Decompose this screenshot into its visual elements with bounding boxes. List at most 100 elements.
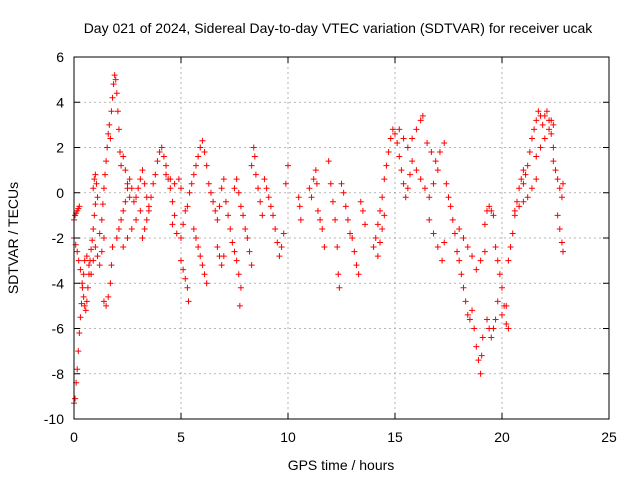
data-point [340, 189, 347, 196]
data-point [82, 307, 89, 314]
data-point [550, 144, 557, 151]
data-point [122, 167, 129, 174]
data-point [135, 185, 142, 192]
data-point [235, 271, 242, 278]
data-point [546, 126, 553, 133]
x-tick-label: 20 [494, 429, 510, 445]
data-point [80, 271, 87, 278]
data-point [503, 320, 510, 327]
data-point [75, 257, 82, 264]
data-point [511, 207, 518, 214]
data-point [184, 203, 191, 210]
data-point [505, 325, 512, 332]
data-point [381, 212, 388, 219]
data-point [108, 108, 115, 115]
data-point [145, 207, 152, 214]
data-point [458, 271, 465, 278]
data-point [192, 235, 199, 241]
data-point [94, 253, 101, 260]
data-point [385, 149, 392, 156]
data-point [137, 176, 144, 183]
data-point [469, 307, 476, 314]
data-point [546, 117, 553, 124]
data-point [112, 76, 119, 83]
data-point [473, 343, 480, 350]
data-point [503, 302, 510, 309]
data-points [71, 72, 566, 407]
data-point [441, 139, 448, 146]
data-point [428, 149, 435, 156]
data-point [203, 162, 210, 169]
data-point [252, 171, 259, 178]
data-point [526, 149, 533, 156]
data-point [426, 216, 433, 223]
data-point [92, 171, 99, 178]
data-point [229, 239, 236, 246]
data-point [186, 189, 193, 196]
data-point [377, 207, 384, 214]
x-axis-label: GPS time / hours [288, 457, 395, 473]
data-point [98, 248, 105, 255]
data-point [494, 298, 501, 305]
data-point [409, 158, 416, 165]
data-point [332, 216, 339, 223]
data-point [90, 185, 97, 192]
data-point [78, 300, 85, 307]
data-point [353, 262, 360, 269]
data-point [115, 225, 122, 232]
data-point [214, 216, 221, 223]
data-point [436, 149, 443, 156]
data-point [306, 185, 313, 192]
data-point [83, 298, 90, 305]
y-tick-label: -4 [52, 275, 65, 291]
data-point [81, 257, 88, 264]
data-point [383, 162, 390, 169]
data-point [74, 366, 81, 373]
data-point [524, 162, 531, 169]
data-point [417, 176, 424, 183]
data-point [261, 176, 268, 183]
data-point [178, 185, 184, 192]
data-point [454, 248, 461, 255]
data-point [139, 167, 146, 174]
data-point [499, 311, 505, 318]
data-point [516, 185, 523, 192]
data-point [98, 216, 105, 223]
data-point [128, 185, 135, 192]
data-point [267, 203, 274, 210]
data-point [222, 198, 229, 205]
data-point [79, 280, 86, 287]
data-point [111, 72, 118, 79]
data-point [156, 149, 163, 156]
data-point [479, 334, 486, 341]
data-point [357, 198, 364, 205]
x-tick-label: 0 [70, 429, 78, 445]
data-point [488, 207, 495, 214]
data-point [178, 257, 184, 264]
data-point [175, 176, 182, 183]
data-point [484, 316, 491, 323]
data-point [329, 198, 336, 205]
data-point [90, 257, 97, 264]
x-tick-label: 15 [387, 429, 403, 445]
data-point [426, 194, 433, 201]
y-tick-label: 0 [56, 185, 64, 201]
data-point [297, 216, 304, 223]
y-tick-label: 4 [56, 94, 64, 110]
data-point [518, 176, 525, 183]
data-point [499, 284, 505, 291]
data-point [434, 167, 441, 174]
data-point [99, 201, 106, 208]
data-point [263, 185, 270, 192]
data-point [102, 171, 109, 178]
data-point [338, 180, 345, 187]
data-point [237, 284, 244, 291]
data-point [92, 244, 99, 251]
data-point [552, 167, 559, 174]
data-point [120, 207, 127, 214]
data-point [430, 230, 437, 237]
data-point [531, 126, 538, 133]
data-point [105, 293, 112, 300]
data-point [110, 81, 117, 88]
data-point [359, 207, 366, 214]
